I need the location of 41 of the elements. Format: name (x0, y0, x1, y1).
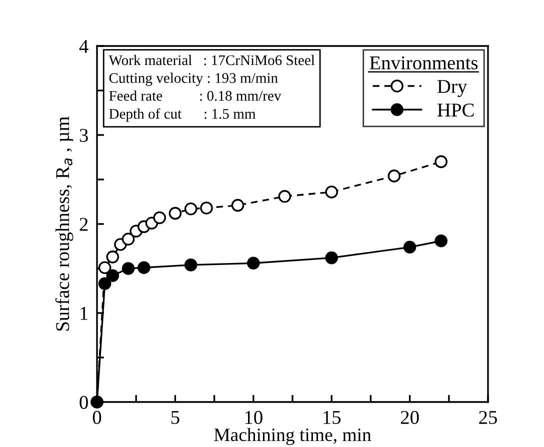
point (403, 240, 416, 254)
x-tick-label: 5 (171, 411, 180, 424)
annotation: Depth of cut : 1.5 mm (109, 108, 256, 122)
x-axis-title: Machining time, min (214, 428, 372, 446)
x-tick-label: 15 (324, 410, 341, 424)
annotation: Work material : 17CrNiMo6 Steel (108, 54, 315, 66)
x-tick-label: 0 (92, 410, 102, 424)
point (98, 261, 112, 274)
point (278, 190, 292, 203)
point (325, 251, 338, 264)
point (388, 170, 401, 182)
y-tick-label: 2 (80, 218, 88, 231)
point (184, 258, 198, 272)
point (122, 262, 135, 275)
point (138, 261, 150, 274)
y-tick-label: 4 (79, 40, 88, 53)
x-tick-label: 10 (245, 410, 262, 424)
y-tick-label: 3 (80, 128, 88, 142)
point (200, 202, 213, 214)
point (168, 206, 182, 220)
point (434, 234, 448, 248)
legend-label: HPC (437, 104, 474, 117)
point (106, 250, 120, 264)
point (325, 186, 338, 198)
point (122, 232, 135, 246)
point (247, 256, 260, 270)
point (98, 277, 112, 290)
point (106, 269, 120, 282)
legend-title: Environments (370, 56, 478, 70)
point (153, 211, 166, 224)
point (434, 155, 448, 168)
point (184, 202, 198, 216)
x-tick-label: 20 (400, 410, 419, 424)
x-tick-label: 25 (479, 410, 497, 424)
annotation: Cutting velocity : 193 m/min (109, 72, 278, 86)
point (231, 198, 244, 212)
legend-label: Dry (437, 80, 468, 97)
y-axis-title: Surface roughness, R$_{a}$ , µm (55, 116, 74, 331)
y-tick-label: 1 (80, 306, 88, 320)
annotation: Feed rate : 0.18 mm/rev (109, 90, 282, 101)
y-tick-label: 0 (80, 396, 88, 409)
